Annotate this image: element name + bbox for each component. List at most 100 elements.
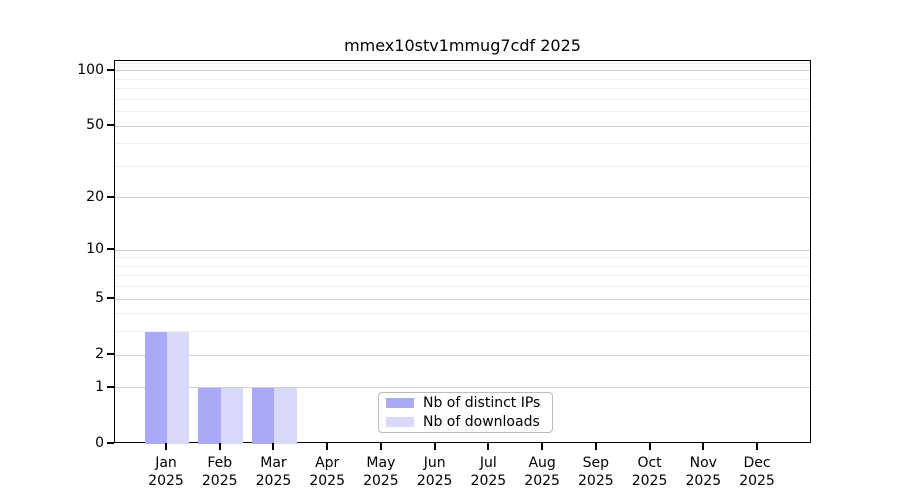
y-gridline-minor [115, 111, 810, 113]
legend-swatch-downloads [386, 417, 414, 427]
y-tick [107, 297, 114, 300]
x-tick-label-year: 2025 [631, 473, 668, 489]
plot-area [114, 60, 811, 444]
x-tick-label-month: Sep [582, 455, 610, 471]
x-tick [648, 443, 651, 450]
x-tick-label: Apr 2025 [295, 454, 359, 490]
x-tick-label: Jan 2025 [134, 454, 198, 490]
y-gridline-major [115, 387, 810, 389]
x-tick-label-year: 2025 [201, 473, 238, 489]
bar-nb-of-downloads-jan-2025 [167, 331, 190, 444]
x-tick-label-year: 2025 [416, 473, 453, 489]
x-tick [165, 443, 167, 450]
y-gridline-major [115, 70, 810, 72]
y-gridline-minor [115, 88, 810, 90]
legend-item-downloads: Nb of downloads [386, 414, 544, 430]
bar-nb-of-distinct-ips-feb-2025 [198, 387, 221, 444]
x-tick-label-year: 2025 [739, 473, 775, 489]
x-tick-label: Nov 2025 [671, 454, 735, 490]
y-gridline-minor [115, 275, 810, 277]
x-tick-label: May 2025 [349, 454, 413, 490]
y-gridline-minor [115, 286, 810, 288]
x-tick-label-year: 2025 [148, 473, 184, 489]
x-tick [379, 443, 382, 450]
x-tick-label: Mar 2025 [241, 454, 305, 490]
bar-nb-of-downloads-mar-2025 [274, 387, 297, 444]
x-tick-label-year: 2025 [524, 473, 560, 489]
bar-nb-of-distinct-ips-mar-2025 [252, 387, 275, 444]
y-tick-label: 10 [86, 241, 104, 258]
legend-label-downloads: Nb of downloads [423, 414, 540, 430]
x-tick [756, 443, 759, 450]
y-tick [107, 442, 114, 444]
x-tick [541, 443, 544, 450]
y-gridline-minor [115, 313, 810, 315]
x-tick-label-month: Mar [260, 455, 287, 471]
y-tick [107, 385, 114, 388]
x-tick-label-year: 2025 [363, 473, 399, 489]
x-tick-label-month: Dec [743, 455, 771, 471]
x-tick-label: Feb 2025 [188, 454, 252, 490]
y-gridline-minor [115, 265, 810, 267]
y-tick [107, 195, 114, 198]
y-tick-label: 50 [86, 117, 104, 134]
x-tick-label-month: Nov [689, 455, 717, 471]
y-tick-label: 20 [86, 188, 104, 205]
x-tick [594, 443, 597, 450]
y-gridline-minor [115, 78, 810, 80]
legend-swatch-distinct-ips [386, 398, 414, 408]
y-tick-label: 100 [77, 61, 104, 78]
y-tick-label: 2 [95, 346, 104, 363]
x-tick-label-year: 2025 [255, 473, 292, 489]
x-tick-label-month: Jan [155, 455, 177, 471]
y-gridline-minor [115, 165, 810, 167]
x-tick-label-year: 2025 [685, 473, 722, 489]
x-tick [326, 443, 329, 450]
y-tick [107, 68, 114, 71]
chart-title: mmex10stv1mmug7cdf 2025 [344, 36, 581, 55]
y-tick-label: 1 [95, 378, 104, 395]
x-tick [272, 443, 275, 450]
x-tick-label: Aug 2025 [510, 454, 574, 490]
y-tick [107, 353, 114, 356]
y-gridline-minor [115, 143, 810, 145]
y-gridline-major [115, 125, 810, 127]
y-gridline-major [115, 197, 810, 199]
y-gridline-major [115, 298, 810, 300]
y-gridline-major [115, 354, 810, 356]
x-tick-label-month: Jul [479, 455, 497, 471]
y-tick [107, 124, 114, 127]
y-gridline-minor [115, 62, 810, 64]
x-tick [433, 443, 436, 450]
y-tick-label: 0 [95, 435, 104, 451]
x-tick [702, 443, 705, 450]
x-tick-label-month: Jun [423, 455, 446, 471]
x-tick [487, 443, 490, 450]
x-tick-label-month: May [366, 455, 396, 471]
x-tick-label-year: 2025 [470, 473, 507, 489]
bar-nb-of-downloads-feb-2025 [220, 387, 244, 444]
x-tick-label: Oct 2025 [618, 454, 682, 490]
x-tick-label-month: Feb [207, 455, 233, 471]
legend-label-distinct-ips: Nb of distinct IPs [423, 395, 541, 411]
x-tick-label-month: Oct [637, 455, 662, 471]
bar-nb-of-distinct-ips-jan-2025 [144, 331, 167, 444]
x-tick-label-year: 2025 [578, 473, 614, 489]
x-tick-label-month: Apr [315, 455, 340, 471]
x-tick-label: Jul 2025 [456, 454, 520, 490]
x-tick-label: Sep 2025 [564, 454, 628, 490]
y-gridline-minor [115, 257, 810, 259]
y-gridline-major [115, 249, 810, 251]
chart-legend: Nb of distinct IPs Nb of downloads [378, 392, 553, 433]
x-tick-label-year: 2025 [309, 473, 345, 489]
legend-item-distinct-ips: Nb of distinct IPs [386, 395, 544, 411]
y-tick-label: 5 [95, 290, 104, 307]
x-tick-label: Dec 2025 [725, 454, 789, 490]
y-gridline-minor [115, 331, 810, 333]
x-tick [218, 443, 221, 450]
y-tick [107, 248, 114, 251]
x-tick-label-month: Aug [528, 455, 556, 471]
y-gridline-minor [115, 98, 810, 100]
x-tick-label: Jun 2025 [403, 454, 467, 490]
